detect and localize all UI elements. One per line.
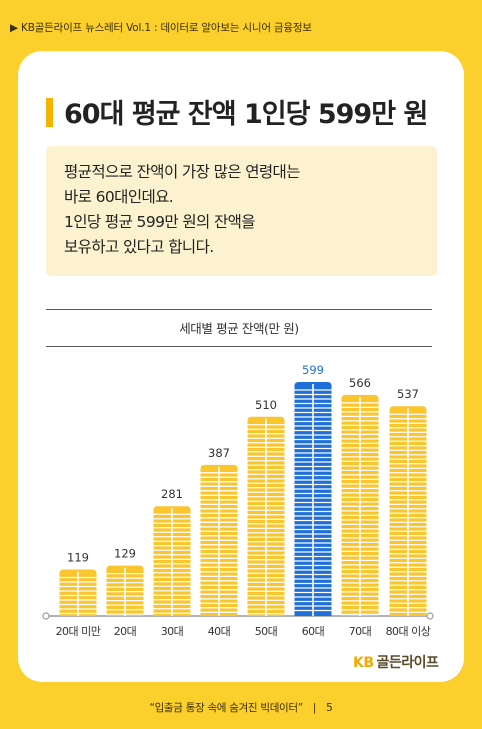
- value-label: 510: [255, 398, 277, 412]
- newsletter-label: ▶ KB골든라이프 뉴스레터 Vol.1 : 데이터로 알아보는 시니어 금융정…: [10, 22, 312, 34]
- bar-50대: [247, 416, 285, 616]
- value-label: 129: [114, 547, 136, 561]
- brand-kb: KB: [353, 655, 374, 671]
- title-accent-bar: [46, 98, 53, 127]
- value-label: 566: [349, 376, 371, 390]
- page-title: 60대 평균 잔액 1인당 599만 원: [64, 99, 428, 130]
- bar-80대 이상: [389, 406, 427, 616]
- note-line: 보유하고 있다고 합니다.: [64, 238, 214, 256]
- note-line: 바로 60대인데요.: [64, 188, 174, 206]
- category-label: 30대: [161, 625, 184, 638]
- bar-20대: [106, 565, 144, 616]
- axis-start-dot: [42, 612, 50, 620]
- note-line: 1인당 평균 599만 원의 잔액을: [64, 213, 256, 231]
- category-label: 80대 이상: [386, 625, 431, 638]
- axis-end-dot: [426, 612, 434, 620]
- chart-rule-top: [46, 309, 432, 310]
- category-label: 60대: [302, 625, 325, 638]
- value-label: 599: [302, 363, 324, 377]
- page-number: 5: [326, 702, 333, 714]
- category-label: 40대: [208, 625, 231, 638]
- value-label: 387: [208, 446, 230, 460]
- category-label: 50대: [255, 625, 278, 638]
- footer: “입출금 통장 속에 숨겨진 빅데이터” | 5: [0, 700, 482, 715]
- note-line: 평균적으로 잔액이 가장 많은 연령대는: [64, 163, 300, 181]
- category-label: 20대: [114, 625, 137, 638]
- category-label: 70대: [349, 625, 372, 638]
- bar-60대: [294, 382, 332, 616]
- chart-title: 세대별 평균 잔액(만 원): [179, 321, 299, 336]
- footer-separator: |: [312, 702, 317, 714]
- footer-text: “입출금 통장 속에 숨겨진 빅데이터”: [149, 702, 303, 714]
- category-label: 20대 미만: [56, 625, 101, 638]
- value-label: 119: [67, 551, 89, 565]
- bar-70대: [341, 394, 379, 616]
- value-label: 537: [397, 387, 419, 401]
- brand-name: 골든라이프: [376, 655, 439, 671]
- bar-30대: [153, 506, 191, 616]
- note-box: 평균적으로 잔액이 가장 많은 연령대는 바로 60대인데요. 1인당 평균 5…: [46, 146, 437, 276]
- bar-20대 미만: [59, 569, 97, 616]
- bar-40대: [200, 464, 238, 616]
- brand-logo: KB 골든라이프: [353, 652, 439, 672]
- chart-rule-mid: [46, 346, 432, 347]
- value-label: 281: [161, 487, 183, 501]
- top-bar: ▶ KB골든라이프 뉴스레터 Vol.1 : 데이터로 알아보는 시니어 금융정…: [0, 0, 482, 60]
